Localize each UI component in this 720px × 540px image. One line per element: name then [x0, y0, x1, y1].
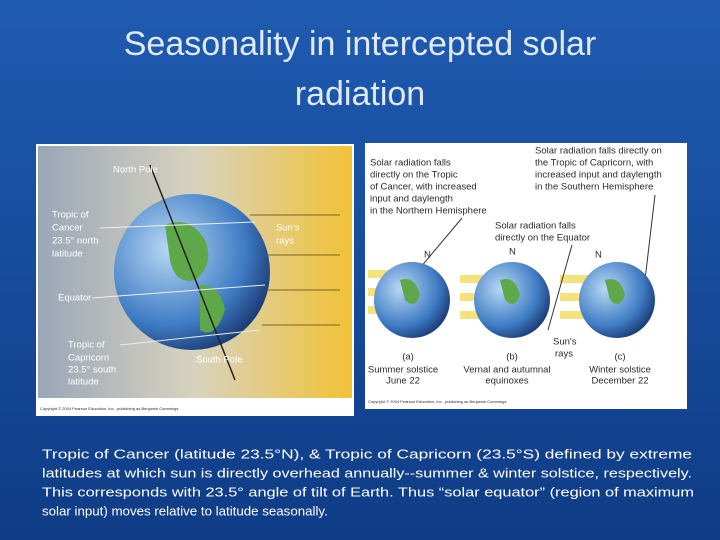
label: latitude — [52, 249, 83, 260]
panel-letter: (b) — [506, 352, 518, 363]
north-label: N — [424, 250, 431, 261]
annotation: in the Southern Hemisphere — [535, 182, 653, 193]
copyright: Copyright © 2004 Pearson Education, Inc.… — [40, 406, 178, 411]
label: rays — [276, 236, 294, 247]
annotation: Solar radiation falls — [370, 158, 451, 169]
annotation: of Cancer, with increased — [370, 182, 477, 193]
panel-letter: (a) — [402, 352, 414, 363]
label: Tropic of — [68, 340, 105, 351]
annotation: in the Northern Hemisphere — [370, 206, 487, 217]
panel-caption: December 22 — [591, 376, 648, 387]
label: latitude — [68, 377, 99, 388]
label: rays — [555, 349, 573, 360]
annotation: Solar radiation falls directly on — [535, 146, 662, 157]
label: 23.5° north — [52, 236, 99, 247]
figure-right: Solar radiation falls directly on the Tr… — [365, 143, 687, 409]
label: Cancer — [52, 223, 83, 234]
label: Capricorn — [68, 353, 109, 364]
panel-caption: Summer solstice — [368, 365, 438, 376]
copyright: Copyright © 2004 Pearson Education, Inc.… — [368, 399, 506, 404]
panel-caption: Vernal and autumnal — [463, 365, 550, 376]
label: South Pole — [196, 355, 242, 366]
label: Sun's — [553, 337, 577, 348]
caption-line: This corresponds with 23.5° angle of til… — [42, 485, 694, 500]
caption-line: Tropic of Cancer (latitude 23.5°N), & Tr… — [42, 447, 692, 462]
caption-line: solar input) moves relative to latitude … — [42, 504, 328, 519]
figure-left: North Pole Tropic of Cancer 23.5° north … — [36, 144, 354, 416]
panel-caption: June 22 — [386, 376, 420, 387]
panel-letter: (c) — [614, 352, 625, 363]
caption-line: latitudes at which sun is directly overh… — [42, 466, 692, 481]
annotation: the Tropic of Capricorn, with — [535, 158, 653, 169]
panel-caption: equinoxes — [485, 376, 529, 387]
north-label: N — [509, 247, 516, 258]
slide-title: radiation — [295, 75, 425, 113]
annotation: input and daylength — [370, 194, 453, 205]
annotation: directly on the Equator — [495, 233, 590, 244]
north-label: N — [595, 250, 602, 261]
label: 23.5° south — [68, 365, 116, 376]
label: North Pole — [113, 165, 158, 176]
annotation: Solar radiation falls — [495, 221, 576, 232]
annotation: directly on the Tropic — [370, 170, 458, 181]
label: Tropic of — [52, 210, 89, 221]
annotation: increased input and daylength — [535, 170, 662, 181]
slide-title: Seasonality in intercepted solar — [124, 25, 597, 63]
label: Sun's — [276, 223, 300, 234]
label: Equator — [58, 293, 91, 304]
panel-caption: Winter solstice — [589, 365, 651, 376]
